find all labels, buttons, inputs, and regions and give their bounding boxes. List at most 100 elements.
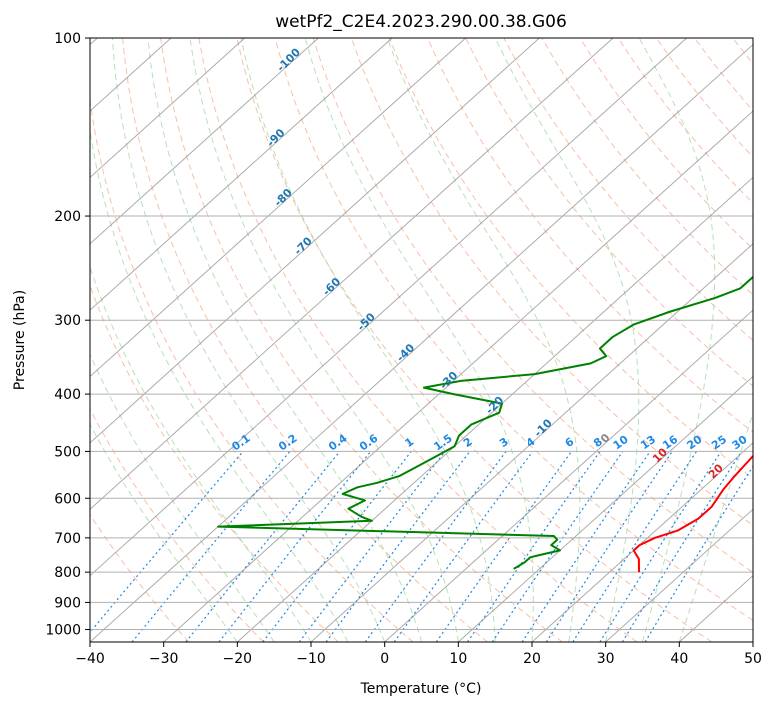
dry-adiabat: [771, 38, 775, 642]
dry-adiabat: [503, 38, 753, 342]
y-tick-label: 700: [54, 531, 81, 547]
dry-adiabat: [388, 38, 753, 480]
dry-adiabat: [90, 95, 414, 642]
isotherm: [163, 110, 753, 642]
x-axis-title: Temperature (°C): [360, 681, 482, 697]
x-tick-label: −10: [296, 651, 326, 667]
dry-adiabat: [90, 513, 190, 642]
dewpoint-profile: [217, 275, 753, 570]
isotherm: [236, 176, 753, 642]
y-tick-label: 800: [54, 565, 81, 581]
isotherm: [90, 38, 540, 444]
series-layer: [217, 275, 753, 573]
y-axis-title: Pressure (hPa): [12, 290, 28, 390]
x-tick-label: 10: [449, 651, 467, 667]
isotherm: [531, 442, 753, 642]
x-tick-label: 0: [380, 651, 389, 667]
isotherm-label: -20: [483, 394, 506, 417]
mixing-ratio-line: [131, 451, 291, 642]
mixing-ratio-line: [599, 451, 722, 642]
mixing-ratio-line: [90, 451, 244, 634]
moist-adiabat: [638, 38, 716, 642]
dry-adiabat: [274, 38, 753, 621]
mixing-ratio-line: [185, 451, 341, 642]
mixing-ratio-line: [545, 451, 673, 642]
moist-adiabat: [111, 38, 386, 642]
isotherm-label: -40: [394, 341, 417, 364]
moist-adiabat: [90, 423, 238, 642]
moist-adiabat: [304, 38, 534, 642]
y-tick-label: 200: [54, 209, 81, 225]
mixing-ratio-line: [467, 451, 601, 642]
mixing-ratio-line: [262, 451, 412, 642]
moist-adiabat: [90, 127, 349, 642]
pressure-gridlines: [90, 38, 753, 630]
mixing-ratio-label: 1: [402, 435, 416, 450]
mixing-ratio-line: [364, 451, 507, 642]
moist-adiabat: [189, 38, 459, 642]
plot-area: [90, 38, 775, 642]
mixing-ratio-label: 0.4: [326, 431, 350, 453]
y-tick-label: 1000: [45, 622, 81, 638]
moist-adiabat: [90, 265, 312, 642]
isotherm-label: 20: [706, 461, 726, 481]
isotherm-label: -80: [272, 186, 295, 209]
temperature-profile: [632, 454, 753, 573]
mixing-ratio-line: [644, 465, 753, 642]
isotherm: [310, 243, 753, 642]
isotherm-label: -10: [532, 416, 555, 439]
dry-adiabat: [655, 38, 753, 158]
isotherm: [90, 43, 753, 642]
x-tick-label: −30: [149, 651, 179, 667]
isotherm: [90, 38, 319, 245]
isotherm-label: -90: [264, 126, 287, 149]
y-tick-label: 100: [54, 31, 81, 47]
isotherm-label: -70: [292, 234, 315, 257]
x-tick-label: −20: [223, 651, 253, 667]
x-tick-label: 30: [597, 651, 615, 667]
moist-adiabat: [678, 411, 753, 642]
isotherm: [90, 38, 393, 311]
x-tick-label: −40: [75, 651, 105, 667]
dry-adiabat: [312, 38, 753, 574]
mixing-ratio-label: 1.5: [431, 432, 454, 454]
mixing-ratio-line: [572, 451, 697, 642]
x-tick-label: 50: [744, 651, 762, 667]
plot-frame: [89, 37, 754, 643]
moist-adiabats: [90, 38, 753, 642]
y-tick-label: 600: [54, 491, 81, 507]
dry-adiabat: [541, 38, 753, 296]
isotherm: [90, 38, 614, 510]
moist-adiabat: [90, 352, 275, 642]
mixing-ratio-label: 2: [461, 435, 475, 450]
dry-adiabat: [732, 38, 753, 65]
dry-adiabat: [160, 38, 563, 642]
isotherm: [90, 38, 467, 378]
dry-adiabat: [350, 38, 753, 526]
moist-adiabat: [147, 38, 422, 642]
mixing-ratio-line: [298, 451, 446, 642]
dry-adiabat: [90, 284, 339, 642]
isotherm: [90, 38, 688, 577]
y-axis: 100 200 300 400 500 600 700 800 900 1000: [45, 31, 90, 638]
isotherm-label: -100: [274, 45, 303, 74]
y-tick-label: 900: [54, 595, 81, 611]
dry-adiabat: [90, 407, 264, 642]
x-tick-label: 40: [670, 651, 688, 667]
mixing-ratio-lines: [90, 451, 753, 642]
isotherm: [90, 38, 246, 179]
chart-title: wetPf2_C2E4.2023.290.00.38.G06: [275, 12, 567, 32]
moist-adiabat: [386, 38, 581, 642]
mixing-ratio-label: 25: [709, 433, 729, 452]
mixing-ratio-label: 30: [730, 433, 750, 453]
isotherm: [457, 375, 753, 642]
isotherm-label: -30: [437, 369, 460, 392]
isotherm: [605, 508, 753, 642]
y-tick-label: 400: [54, 387, 81, 403]
mixing-ratio-line: [621, 451, 743, 642]
y-tick-label: 300: [54, 313, 81, 329]
mixing-ratio-line: [521, 451, 651, 642]
moist-adiabat: [240, 38, 496, 642]
x-tick-label: 20: [523, 651, 541, 667]
